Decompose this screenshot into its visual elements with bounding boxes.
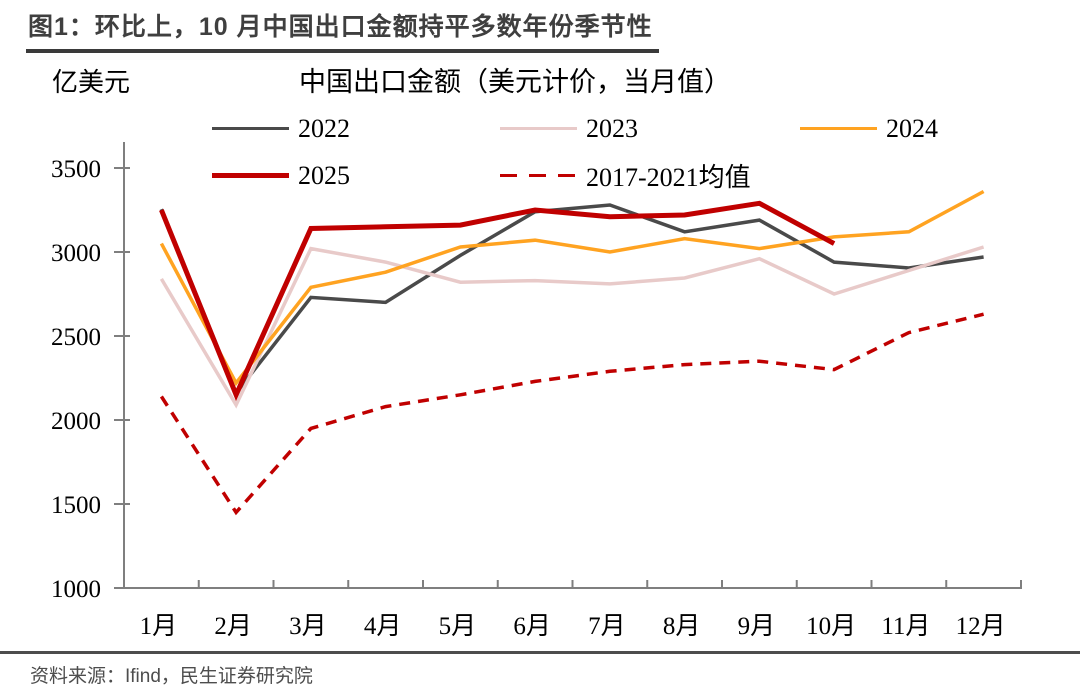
svg-text:12月: 12月: [956, 613, 1006, 640]
svg-text:1500: 1500: [51, 492, 101, 519]
legend-item-2025: 2025: [212, 161, 500, 191]
svg-text:3500: 3500: [51, 156, 101, 183]
legend-swatch-2023: [500, 126, 577, 131]
legend-item-2024: 2024: [800, 114, 938, 144]
svg-text:5月: 5月: [439, 613, 477, 640]
chart-title: 中国出口金额（美元计价，当月值）: [299, 67, 731, 97]
x-tick-labels: 1月 2月 3月 4月 5月 6月 7月 8月 9月 10月 11月 12月: [140, 613, 1006, 640]
legend-label-2025: 2025: [298, 160, 350, 190]
svg-text:9月: 9月: [738, 613, 776, 640]
series-line-2025: [159, 200, 836, 402]
svg-text:4月: 4月: [364, 613, 402, 640]
svg-text:8月: 8月: [663, 613, 701, 640]
series-line-2024: [159, 189, 985, 387]
svg-text:3月: 3月: [289, 613, 327, 640]
legend-swatch-2025: [212, 173, 289, 178]
svg-text:3000: 3000: [51, 240, 101, 267]
svg-text:6月: 6月: [513, 613, 551, 640]
svg-text:11月: 11月: [881, 613, 930, 640]
legend-item-2023: 2023: [500, 114, 800, 144]
legend-item-2022: 2022: [212, 114, 500, 144]
legend-label-2024: 2024: [886, 113, 938, 143]
legend-label-2022: 2022: [298, 113, 350, 143]
legend-label-2023: 2023: [586, 113, 638, 143]
svg-text:2500: 2500: [51, 324, 101, 351]
y-axis-unit-label: 亿美元: [52, 68, 131, 97]
svg-text:1月: 1月: [140, 613, 178, 640]
footer-divider: [0, 651, 1080, 654]
legend-swatch-2017-2021均值: [500, 173, 577, 178]
svg-text:1000: 1000: [51, 576, 101, 603]
source-note: 资料来源：Ifind，民生证券研究院: [30, 666, 313, 687]
legend-swatch-2022: [212, 126, 289, 131]
legend-swatch-2024: [800, 126, 877, 131]
svg-text:2月: 2月: [214, 613, 252, 640]
series-line-2023: [159, 245, 985, 409]
series-line-2022: [159, 203, 984, 397]
axes: [114, 142, 1022, 589]
legend-item-2017-2021均值: 2017-2021均值: [500, 157, 800, 194]
figure-title: 图1：环比上，10 月中国出口金额持平多数年份季节性: [26, 7, 659, 53]
svg-text:7月: 7月: [588, 613, 626, 640]
y-tick-labels: 1000 1500 2000 2500 3000 3500: [51, 156, 101, 603]
legend-label-2017-2021均值: 2017-2021均值: [586, 163, 751, 192]
chart-legend: 2022 2023 2024 2025 2017-2021均值: [212, 105, 938, 199]
svg-text:2000: 2000: [51, 408, 101, 435]
series-line-2017-2021均值: [159, 312, 985, 516]
svg-text:10月: 10月: [806, 613, 856, 640]
